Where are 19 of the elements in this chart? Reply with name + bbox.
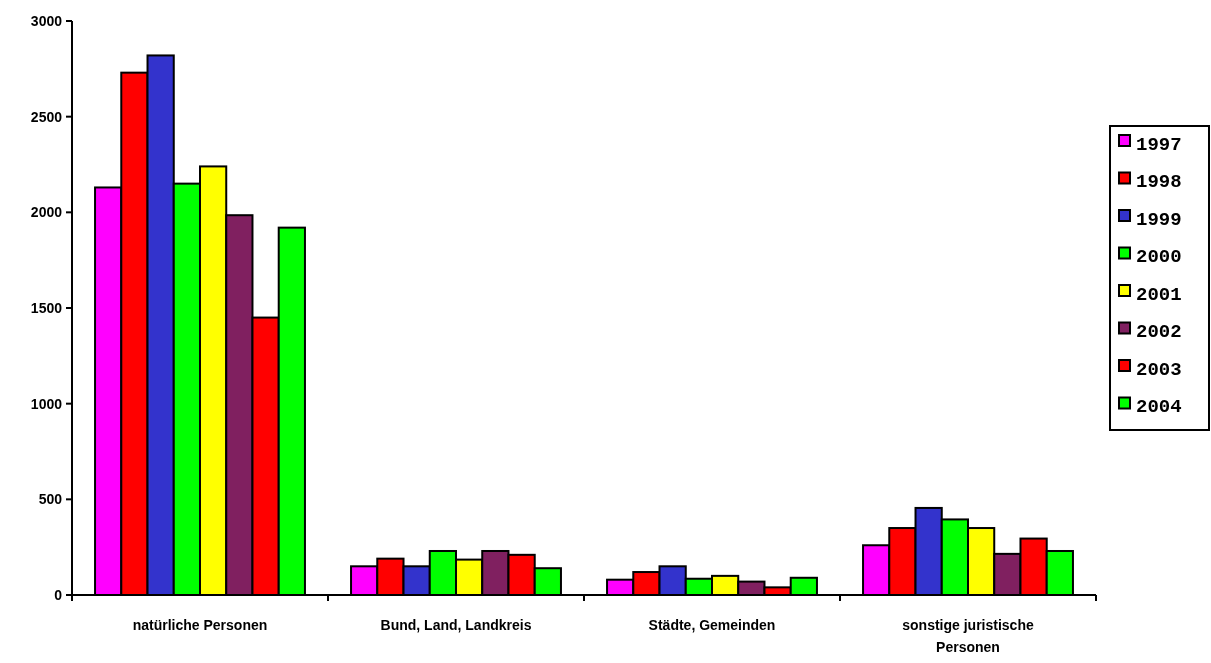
y-tick-label: 3000 <box>30 12 63 29</box>
legend-label: 2001 <box>1136 283 1182 306</box>
y-tick-label: 1000 <box>30 395 63 412</box>
legend-label: 1997 <box>1136 133 1182 156</box>
legend-label: 1998 <box>1136 171 1182 194</box>
x-tick-label: sonstige juristische Personen <box>902 617 1034 655</box>
y-tick-label: 500 <box>38 491 63 508</box>
x-tick-label: natürliche Personen <box>132 617 268 633</box>
y-tick-label: 1500 <box>30 299 63 316</box>
y-tick-label: 2500 <box>30 108 63 125</box>
legend-label: 2002 <box>1136 321 1182 344</box>
legend-label: 2000 <box>1136 246 1182 269</box>
y-tick-label: 2000 <box>30 204 63 221</box>
legend-label: 1999 <box>1136 208 1182 231</box>
x-tick-label: Städte, Gemeinden <box>648 617 776 633</box>
y-tick-label: 0 <box>54 586 63 603</box>
legend-label: 2004 <box>1136 396 1182 419</box>
x-tick-label: Bund, Land, Landkreis <box>380 617 532 633</box>
legend-label: 2003 <box>1136 358 1182 381</box>
